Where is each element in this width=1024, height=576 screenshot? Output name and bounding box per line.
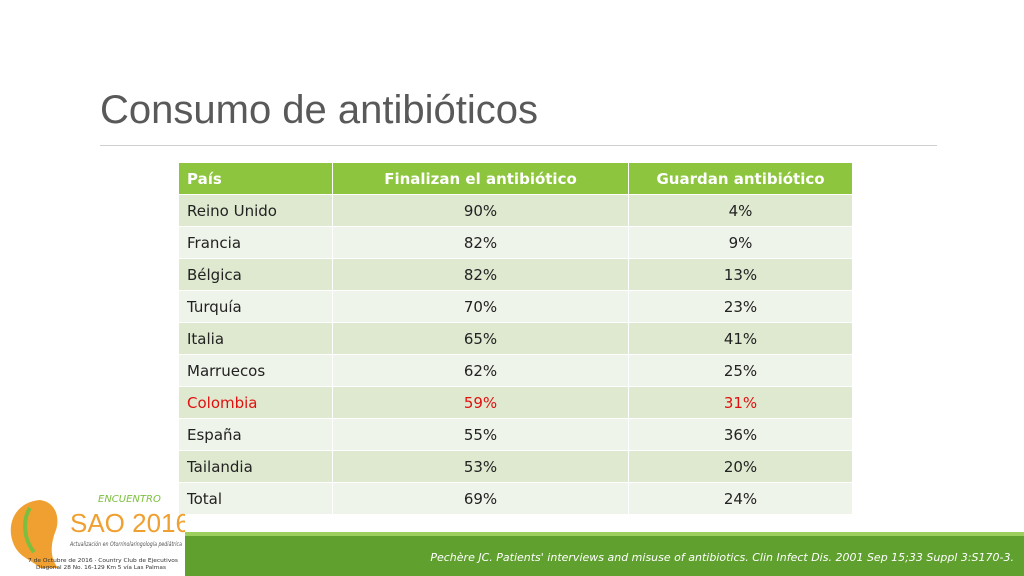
citation: Pechère JC. Patients' interviews and mis… [430,551,1014,564]
table-cell: España [178,418,333,451]
table-cell: 53% [332,450,629,483]
table-cell: Total [178,482,333,515]
logo-date: 7 de Octubre de 2016 · Country Club de E… [28,558,178,564]
table-cell: 13% [628,258,853,291]
logo: ENCUENTRO SAO 2016 Actualización en Otor… [10,494,185,571]
table-cell: 62% [332,354,629,387]
slide-title: Consumo de antibióticos [100,88,539,132]
table-row: Reino Unido 90% 4% [178,194,853,227]
column-header: Finalizan el antibiótico [332,162,629,195]
table-cell: 55% [332,418,629,451]
table-cell: 20% [628,450,853,483]
table-cell: Francia [178,226,333,259]
table-cell: 31% [628,386,853,419]
logo-event: ENCUENTRO [98,494,161,505]
table-cell: 24% [628,482,853,515]
logo-hair [23,506,36,554]
table-row: Bélgica 82% 13% [178,258,853,291]
table-cell: 69% [332,482,629,515]
table-row: Italia 65% 41% [178,322,853,355]
logo-tagline: Actualización en Otorrinolaringología pe… [69,541,182,548]
table-cell: 4% [628,194,853,227]
table-cell: Reino Unido [178,194,333,227]
footer-bar: Pechère JC. Patients' interviews and mis… [185,532,1024,576]
column-header: Guardan antibiótico [628,162,853,195]
table-cell: 59% [332,386,629,419]
table-cell: 36% [628,418,853,451]
table-row: Colombia 59% 31% [178,386,853,419]
table-row: Total 69% 24% [178,482,853,515]
data-table: País Finalizan el antibiótico Guardan anti… [178,162,853,515]
logo-address: Diagonal 28 No. 16-129 Km 5 vía Las Palm… [36,564,166,571]
table-row: España 55% 36% [178,418,853,451]
table-row: Francia 82% 9% [178,226,853,259]
table-cell: 82% [332,258,629,291]
table-cell: 90% [332,194,629,227]
table-cell: Bélgica [178,258,333,291]
table-row: Marruecos 62% 25% [178,354,853,387]
table-cell: 23% [628,290,853,323]
title-rule [100,145,937,146]
table-cell: Turquía [178,290,333,323]
table-body: Reino Unido 90% 4% Francia 82% 9% Bélgica 82% 13… [178,194,853,515]
table-header: País Finalizan el antibiótico Guardan anti… [178,162,853,195]
column-header: País [178,162,333,195]
table-cell: 70% [332,290,629,323]
table-cell: 82% [332,226,629,259]
logo-name: SAO 2016 [70,508,185,538]
table-cell: 25% [628,354,853,387]
table-cell: 9% [628,226,853,259]
header-row: País Finalizan el antibiótico Guardan anti… [178,162,853,195]
logo-head [10,500,58,568]
table-cell: 65% [332,322,629,355]
table-cell: Tailandia [178,450,333,483]
table-row: Tailandia 53% 20% [178,450,853,483]
table-row: Turquía 70% 23% [178,290,853,323]
table-cell: Marruecos [178,354,333,387]
table-cell: Italia [178,322,333,355]
table-cell: Colombia [178,386,333,419]
table-cell: 41% [628,322,853,355]
